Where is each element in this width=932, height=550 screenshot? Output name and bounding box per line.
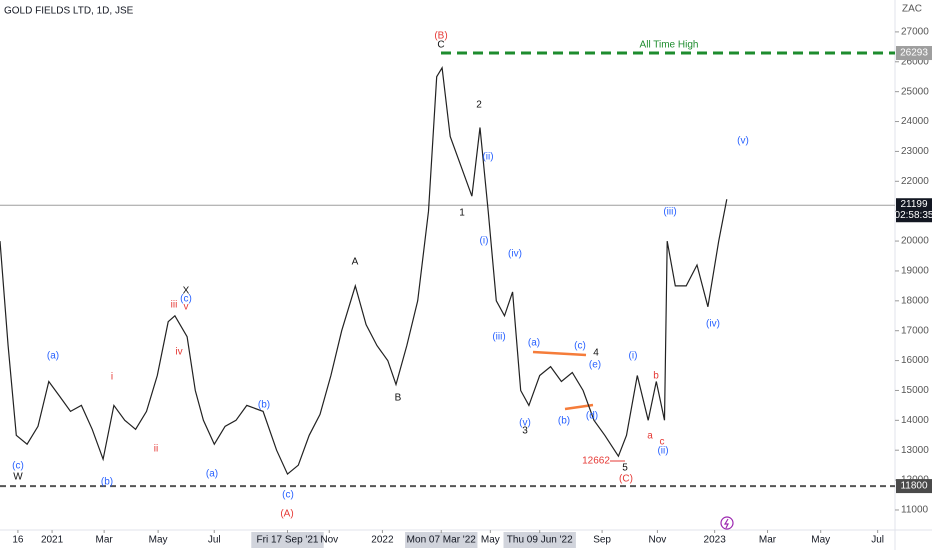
wave-label: (v): [737, 136, 749, 147]
x-tick-label: 16: [12, 535, 24, 546]
wave-label: X: [183, 286, 190, 297]
x-tick-label: Thu 09 Jun '22: [507, 535, 573, 546]
price-tag: [896, 479, 932, 494]
wave-label: iv: [175, 347, 182, 358]
y-tick-label: 25000: [901, 86, 929, 97]
price-tag-label: 26293: [900, 48, 928, 59]
wave-label: All Time High: [640, 40, 699, 51]
y-tick-label: 17000: [901, 325, 929, 336]
wave-label: (i): [480, 236, 489, 247]
wave-label: c: [660, 437, 665, 448]
x-tick-label: May: [811, 535, 830, 546]
wave-label: (a): [206, 469, 218, 480]
x-tick-label: Nov: [649, 535, 667, 546]
wave-label: B: [395, 393, 402, 404]
y-tick-label: 20000: [901, 236, 929, 247]
y-tick-label: 15000: [901, 385, 929, 396]
wave-label: C: [437, 40, 444, 51]
wave-label: (iii): [663, 207, 676, 218]
wave-label: (ii): [657, 446, 668, 457]
wave-label: a: [647, 431, 653, 442]
y-tick-label: 16000: [901, 355, 929, 366]
price-tag-label: 11800: [900, 481, 928, 492]
y-tick-label: 24000: [901, 116, 929, 127]
wave-label: 5: [622, 463, 628, 474]
x-tick-label: Fri 17 Sep '21: [257, 535, 319, 546]
price-tag: [896, 46, 932, 61]
wave-label: (iv): [508, 249, 522, 260]
event-icon-bolt: [723, 518, 729, 529]
wave-label: (d): [586, 411, 598, 422]
wave-label: (A): [280, 509, 293, 520]
y-axis-label: ZAC: [902, 4, 922, 15]
wave-label: (iv): [706, 319, 720, 330]
wave-label: (c): [574, 341, 586, 352]
x-tick-label: May: [149, 535, 168, 546]
wave-label: 12662: [582, 456, 610, 467]
y-tick-label: 26000: [901, 56, 929, 67]
y-tick-label: 19000: [901, 266, 929, 277]
wave-label: 1: [459, 208, 465, 219]
chart-title: GOLD FIELDS LTD, 1D, JSE: [4, 6, 134, 17]
x-tick-label: Nov: [320, 535, 338, 546]
y-tick-label: 14000: [901, 415, 929, 426]
wave-label: (i): [629, 351, 638, 362]
y-tick-label: 11000: [901, 505, 929, 516]
y-tick-label: 23000: [901, 146, 929, 157]
wave-label: (c): [12, 461, 24, 472]
last-price-tag: [896, 198, 932, 223]
wave-label: (v): [519, 418, 531, 429]
x-tick-label: Jul: [208, 535, 221, 546]
wave-label: i: [111, 372, 113, 383]
wave-label: (a): [47, 351, 59, 362]
countdown-label: 02:58:35: [895, 210, 932, 221]
x-tick-highlight: [503, 532, 576, 548]
wave-label: 2: [476, 100, 482, 111]
wave-label: (B): [434, 31, 447, 42]
wave-label: W: [13, 472, 23, 483]
y-tick-label: 13000: [901, 445, 929, 456]
wave-label: b: [653, 371, 659, 382]
wave-label: (b): [558, 416, 570, 427]
wave-label: v: [184, 302, 189, 313]
y-tick-label: 27000: [901, 27, 929, 38]
x-tick-label: 2021: [41, 535, 64, 546]
x-tick-highlight: [251, 532, 324, 548]
wave-label: (b): [101, 477, 113, 488]
x-tick-label: 2023: [704, 535, 727, 546]
y-tick-label: 22000: [901, 176, 929, 187]
wave-label: (c): [282, 490, 294, 501]
wave-label: (iii): [492, 332, 505, 343]
last-price-label: 21199: [900, 199, 928, 210]
wave-label: (ii): [482, 152, 493, 163]
x-tick-label: Sep: [593, 535, 611, 546]
x-tick-label: Jul: [871, 535, 884, 546]
x-tick-label: Mar: [96, 535, 114, 546]
x-tick-label: Mon 07 Mar '22: [407, 535, 477, 546]
wave-label: ii: [154, 444, 158, 455]
y-tick-label: 18000: [901, 295, 929, 306]
x-tick-label: 2022: [371, 535, 394, 546]
wave-label: 3: [522, 426, 528, 437]
wave-label: (b): [258, 400, 270, 411]
wave-label: iii: [171, 300, 178, 311]
wave-label: (e): [589, 360, 601, 371]
wave-label: 4: [593, 348, 599, 359]
x-tick-label: Mar: [759, 535, 777, 546]
x-tick-label: May: [481, 535, 500, 546]
wave-label: (C): [619, 474, 633, 485]
price-line: [0, 65, 728, 476]
wave-label: A: [352, 257, 359, 268]
trendline: [532, 350, 587, 357]
x-tick-highlight: [405, 532, 478, 548]
event-icon[interactable]: [720, 516, 734, 530]
wave-label: (c): [180, 294, 192, 305]
wave-label: (a): [528, 338, 540, 349]
